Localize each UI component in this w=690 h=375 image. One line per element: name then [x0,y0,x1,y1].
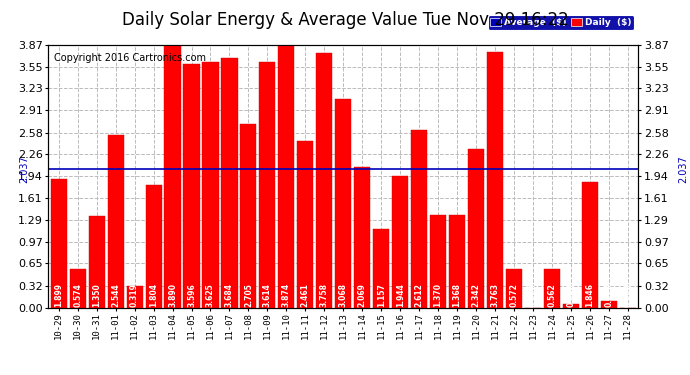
Text: Daily Solar Energy & Average Value Tue Nov 29 16:22: Daily Solar Energy & Average Value Tue N… [121,11,569,29]
Text: 0.093: 0.093 [604,283,613,307]
Bar [335,99,351,308]
Bar [240,124,257,308]
Bar [373,229,389,308]
Bar [202,62,219,308]
Text: 1.899: 1.899 [55,283,63,307]
Text: 1.804: 1.804 [149,283,158,307]
Text: 1.157: 1.157 [377,283,386,307]
Text: 3.596: 3.596 [187,283,196,307]
Text: 0.319: 0.319 [130,283,139,307]
Text: 0.000: 0.000 [529,283,538,307]
Bar [544,269,560,308]
Legend: Average  ($), Daily  ($): Average ($), Daily ($) [488,15,633,30]
Text: 2.037: 2.037 [19,156,29,183]
Bar [316,53,333,308]
Bar [278,45,295,308]
Text: 1.846: 1.846 [585,283,594,307]
Bar [221,58,237,308]
Text: 2.037: 2.037 [678,156,688,183]
Text: 3.625: 3.625 [206,283,215,307]
Bar [164,44,181,308]
Bar [126,286,143,308]
Text: 2.069: 2.069 [357,283,367,307]
Bar [487,52,503,308]
Text: 1.368: 1.368 [453,283,462,307]
Text: Copyright 2016 Cartronics.com: Copyright 2016 Cartronics.com [55,53,206,63]
Text: 2.705: 2.705 [244,283,253,307]
Text: 1.350: 1.350 [92,283,101,307]
Text: 2.342: 2.342 [471,283,480,307]
Bar [506,269,522,308]
Text: 2.544: 2.544 [111,283,120,307]
Bar [449,215,465,308]
Text: 0.562: 0.562 [547,283,556,307]
Text: 3.763: 3.763 [491,283,500,307]
Bar [392,176,408,308]
Text: 3.874: 3.874 [282,283,291,307]
Bar [108,135,124,308]
Bar [146,185,161,308]
Bar [354,167,371,308]
Text: 3.684: 3.684 [225,283,234,307]
Bar [184,64,199,308]
Text: 0.574: 0.574 [73,283,82,307]
Text: 3.068: 3.068 [339,283,348,307]
Bar [411,130,427,308]
Bar [88,216,105,308]
Text: 3.890: 3.890 [168,283,177,307]
Text: 3.758: 3.758 [319,283,329,307]
Text: 0.048: 0.048 [566,283,575,307]
Text: 0.000: 0.000 [623,283,632,307]
Text: 2.612: 2.612 [415,283,424,307]
Bar [50,179,67,308]
Bar [259,62,275,308]
Bar [563,304,579,307]
Text: 0.572: 0.572 [509,283,518,307]
Text: 1.944: 1.944 [395,283,404,307]
Text: 2.461: 2.461 [301,283,310,307]
Bar [601,301,617,307]
Text: 3.614: 3.614 [263,283,272,307]
Bar [430,214,446,308]
Bar [468,148,484,308]
Bar [297,141,313,308]
Bar [582,182,598,308]
Text: 1.370: 1.370 [433,283,442,307]
Bar [70,268,86,308]
